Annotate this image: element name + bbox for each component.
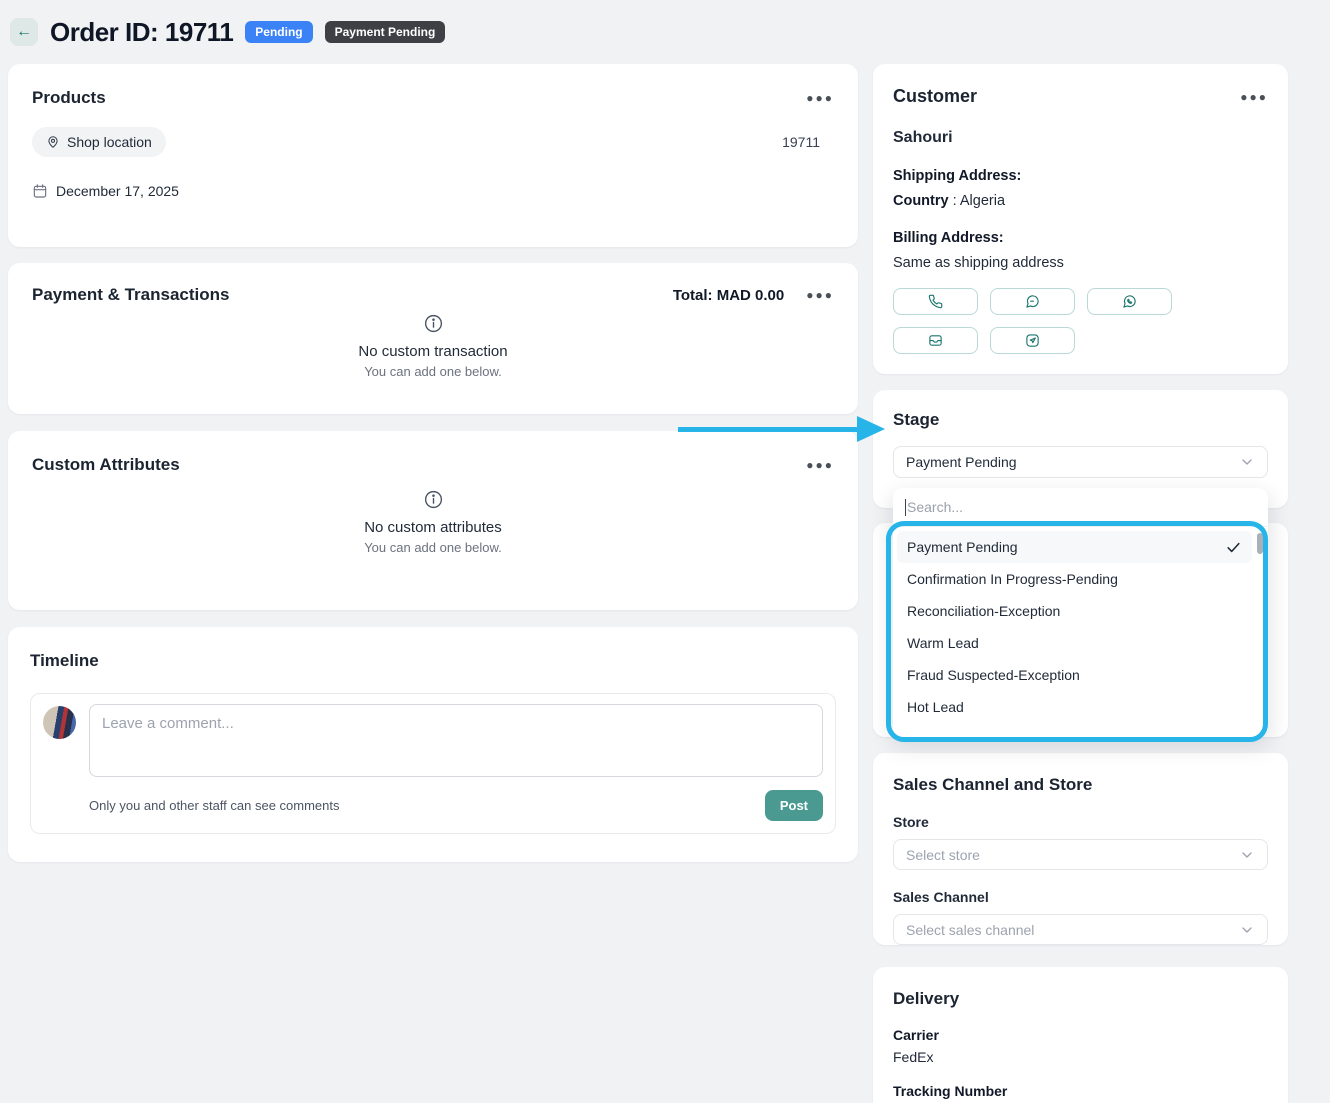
shop-location-label: Shop location (67, 134, 152, 150)
order-total: Total: MAD 0.00 (672, 286, 785, 304)
location-pin-icon (46, 135, 60, 149)
calendar-icon (32, 183, 48, 199)
payment-empty-subtitle: You can add one below. (364, 364, 502, 379)
telegram-button[interactable] (990, 327, 1075, 354)
payment-status-badge: Payment Pending (324, 21, 446, 43)
tracking-number-label: Tracking Number (893, 1083, 1008, 1099)
order-date-row: December 17, 2025 (32, 183, 834, 199)
sales-channel-label: Sales Channel (893, 889, 989, 905)
right-column: Customer ●●● Sahouri Shipping Address: C… (873, 64, 1288, 1103)
order-status-badge: Pending (245, 21, 313, 43)
attributes-empty-subtitle: You can add one below. (364, 540, 502, 555)
custom-attributes-title: Custom Attributes (32, 455, 180, 474)
stage-search-input[interactable] (907, 499, 1256, 515)
country-label: Country (893, 193, 949, 209)
page-title: Order ID: 19711 (50, 16, 234, 47)
carrier-value: FedEx (893, 1049, 934, 1065)
dropdown-scrollbar[interactable] (1257, 533, 1263, 554)
timeline-title: Timeline (30, 651, 99, 670)
stage-option[interactable]: Warm Lead (897, 627, 1252, 659)
customer-overflow-menu[interactable]: ●●● (1240, 89, 1268, 104)
custom-attributes-card: Custom Attributes ●●● No custom attribut… (8, 431, 858, 610)
products-card: Products ●●● Shop location 19711 Decembe… (8, 64, 858, 247)
contact-buttons (893, 288, 1268, 354)
sales-channel-title: Sales Channel and Store (893, 775, 1093, 794)
comment-input[interactable] (89, 704, 823, 777)
comment-box: Only you and other staff can see comment… (30, 693, 836, 834)
store-label: Store (893, 814, 929, 830)
phone-icon (928, 294, 943, 309)
chevron-down-icon (1239, 454, 1255, 470)
shipping-address-label: Shipping Address: (893, 168, 1022, 184)
attributes-empty-title: No custom attributes (364, 519, 502, 536)
sales-channel-select[interactable]: Select sales channel (893, 914, 1268, 945)
post-button[interactable]: Post (764, 790, 823, 821)
billing-address-value: Same as shipping address (893, 255, 1064, 271)
back-arrow-icon: ← (16, 23, 32, 40)
stage-option-label: Hot Lead (907, 699, 964, 715)
email-icon (928, 333, 943, 348)
stage-option[interactable]: Reconciliation-Exception (897, 595, 1252, 627)
stage-select[interactable]: Payment Pending (893, 446, 1268, 478)
customer-title: Customer (893, 86, 978, 106)
stage-search (893, 488, 1268, 527)
payment-title: Payment & Transactions (32, 285, 230, 304)
info-icon (423, 489, 444, 510)
stage-option-label: Confirmation In Progress-Pending (907, 571, 1118, 587)
user-avatar (43, 706, 76, 739)
back-button[interactable]: ← (10, 18, 38, 46)
stage-option[interactable]: Confirmation In Progress-Pending (897, 563, 1252, 595)
phone-button[interactable] (893, 288, 978, 315)
shop-location-chip[interactable]: Shop location (32, 127, 166, 157)
delivery-card: Delivery Carrier FedEx Tracking Number (873, 967, 1288, 1103)
customer-name: Sahouri (893, 129, 953, 146)
carrier-label: Carrier (893, 1027, 939, 1043)
stage-option-label: Reconciliation-Exception (907, 603, 1061, 619)
email-button[interactable] (893, 327, 978, 354)
custom-attributes-overflow-menu[interactable]: ●●● (806, 458, 834, 472)
sms-icon (1025, 294, 1040, 309)
stage-option-label: Fraud Suspected-Exception (907, 667, 1080, 683)
info-icon (423, 313, 444, 334)
stage-selected-value: Payment Pending (906, 454, 1017, 470)
page-header: ← Order ID: 19711 Pending Payment Pendin… (0, 0, 1330, 50)
chevron-down-icon (1239, 922, 1255, 938)
products-overflow-menu[interactable]: ●●● (806, 91, 834, 105)
stage-title: Stage (893, 410, 940, 429)
store-select[interactable]: Select store (893, 839, 1268, 870)
billing-address-label: Billing Address: (893, 230, 1004, 246)
stage-dropdown-popover: Payment Pending Confirmation In Progress… (893, 488, 1268, 737)
whatsapp-icon (1122, 294, 1137, 309)
stage-option[interactable]: Fraud Suspected-Exception (897, 659, 1252, 691)
sales-channel-placeholder: Select sales channel (906, 921, 1035, 938)
chevron-down-icon (1239, 847, 1255, 863)
sales-channel-card: Sales Channel and Store Store Select sto… (873, 753, 1288, 945)
timeline-card: Timeline Only you and other staff can se… (8, 627, 858, 862)
customer-card: Customer ●●● Sahouri Shipping Address: C… (873, 64, 1288, 374)
products-title: Products (32, 88, 106, 107)
country-value: : Algeria (948, 193, 1006, 209)
text-caret (905, 498, 906, 516)
telegram-icon (1025, 333, 1040, 348)
stage-option[interactable]: Payment Pending (897, 531, 1252, 563)
stage-card: Stage Payment Pending Payment Pending (873, 390, 1288, 742)
check-icon (1225, 539, 1242, 556)
stage-option-label: Warm Lead (907, 635, 979, 651)
shipping-country: Country : Algeria (893, 193, 1268, 209)
stage-option[interactable]: Hot Lead (897, 691, 1252, 723)
whatsapp-button[interactable] (1087, 288, 1172, 315)
stage-options-list: Payment Pending Confirmation In Progress… (893, 527, 1268, 737)
store-placeholder: Select store (906, 846, 980, 863)
payment-card: Payment & Transactions Total: MAD 0.00 ●… (8, 263, 858, 414)
left-column: Products ●●● Shop location 19711 Decembe… (8, 64, 858, 862)
payment-overflow-menu[interactable]: ●●● (806, 288, 834, 302)
order-date: December 17, 2025 (56, 183, 179, 199)
sms-button[interactable] (990, 288, 1075, 315)
order-number: 19711 (782, 134, 820, 150)
payment-empty-title: No custom transaction (358, 343, 508, 360)
comment-visibility-note: Only you and other staff can see comment… (89, 798, 340, 813)
delivery-title: Delivery (893, 989, 960, 1008)
stage-option-label: Payment Pending (907, 539, 1018, 555)
